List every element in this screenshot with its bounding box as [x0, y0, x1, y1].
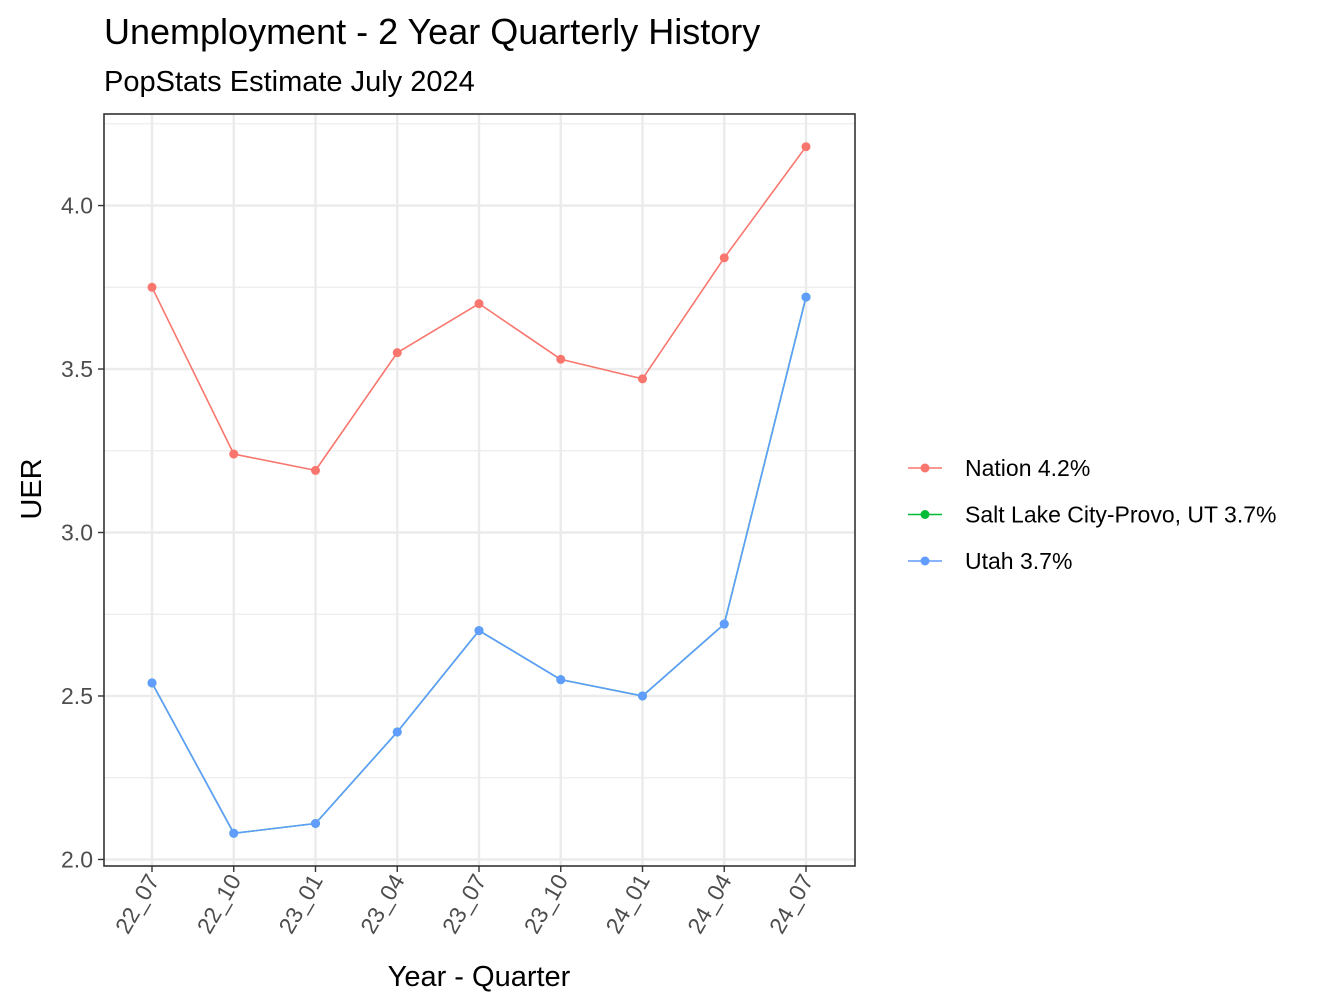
- legend-key-point-2: [920, 556, 930, 566]
- x-tick-label: 24_04: [682, 869, 737, 938]
- y-tick-label: 4.0: [61, 193, 93, 219]
- data-point-2-5: [556, 675, 566, 685]
- x-tick-label: 22_07: [110, 870, 165, 938]
- x-tick-label: 23_07: [437, 870, 492, 938]
- data-point-2-8: [801, 292, 811, 302]
- plot-panel: 2.0 2.5 3.0 3.5 4.0 22_07 22_10 23_01 23_04 23_07…: [61, 113, 856, 938]
- data-point-0-6: [638, 374, 647, 384]
- data-point-2-1: [229, 828, 239, 838]
- data-point-0-4: [474, 299, 484, 309]
- data-point-2-3: [392, 727, 402, 737]
- data-point-0-8: [801, 142, 811, 152]
- chart-subtitle: PopStats Estimate July 2024: [104, 66, 475, 98]
- y-tick-label: 3.0: [61, 520, 93, 546]
- data-point-0-1: [229, 449, 239, 459]
- y-tick-label: 3.5: [61, 356, 93, 382]
- data-point-0-0: [147, 282, 157, 292]
- legend-label-0: Nation 4.2%: [965, 455, 1090, 481]
- data-point-0-2: [311, 465, 320, 475]
- data-point-0-3: [392, 348, 402, 358]
- data-point-0-5: [556, 354, 566, 364]
- data-point-0-7: [719, 253, 729, 263]
- y-axis-title: UER: [16, 458, 48, 519]
- legend-key-point-0: [920, 463, 930, 473]
- data-point-2-2: [311, 818, 320, 828]
- x-tick-label: 23_04: [355, 869, 410, 938]
- legend: Nation 4.2% Salt Lake City-Provo, UT 3.7%…: [908, 455, 1276, 574]
- x-axis-title: Year - Quarter: [388, 961, 571, 993]
- data-point-2-0: [147, 678, 157, 688]
- x-tick-label: 24_07: [764, 870, 819, 938]
- y-tick-label: 2.5: [61, 683, 93, 709]
- x-tick-label: 24_01: [600, 870, 655, 938]
- data-point-2-4: [474, 626, 484, 636]
- data-point-2-7: [719, 619, 729, 629]
- legend-label-2: Utah 3.7%: [965, 548, 1072, 574]
- y-tick-label: 2.0: [61, 846, 93, 872]
- legend-key-point-1: [920, 510, 930, 519]
- x-tick-label: 22_10: [192, 870, 247, 938]
- data-point-2-6: [638, 691, 647, 701]
- chart-title: Unemployment - 2 Year Quarterly History: [104, 11, 760, 52]
- x-tick-label: 23_10: [519, 870, 574, 938]
- legend-label-1: Salt Lake City-Provo, UT 3.7%: [965, 502, 1276, 528]
- x-tick-label: 23_01: [273, 870, 328, 938]
